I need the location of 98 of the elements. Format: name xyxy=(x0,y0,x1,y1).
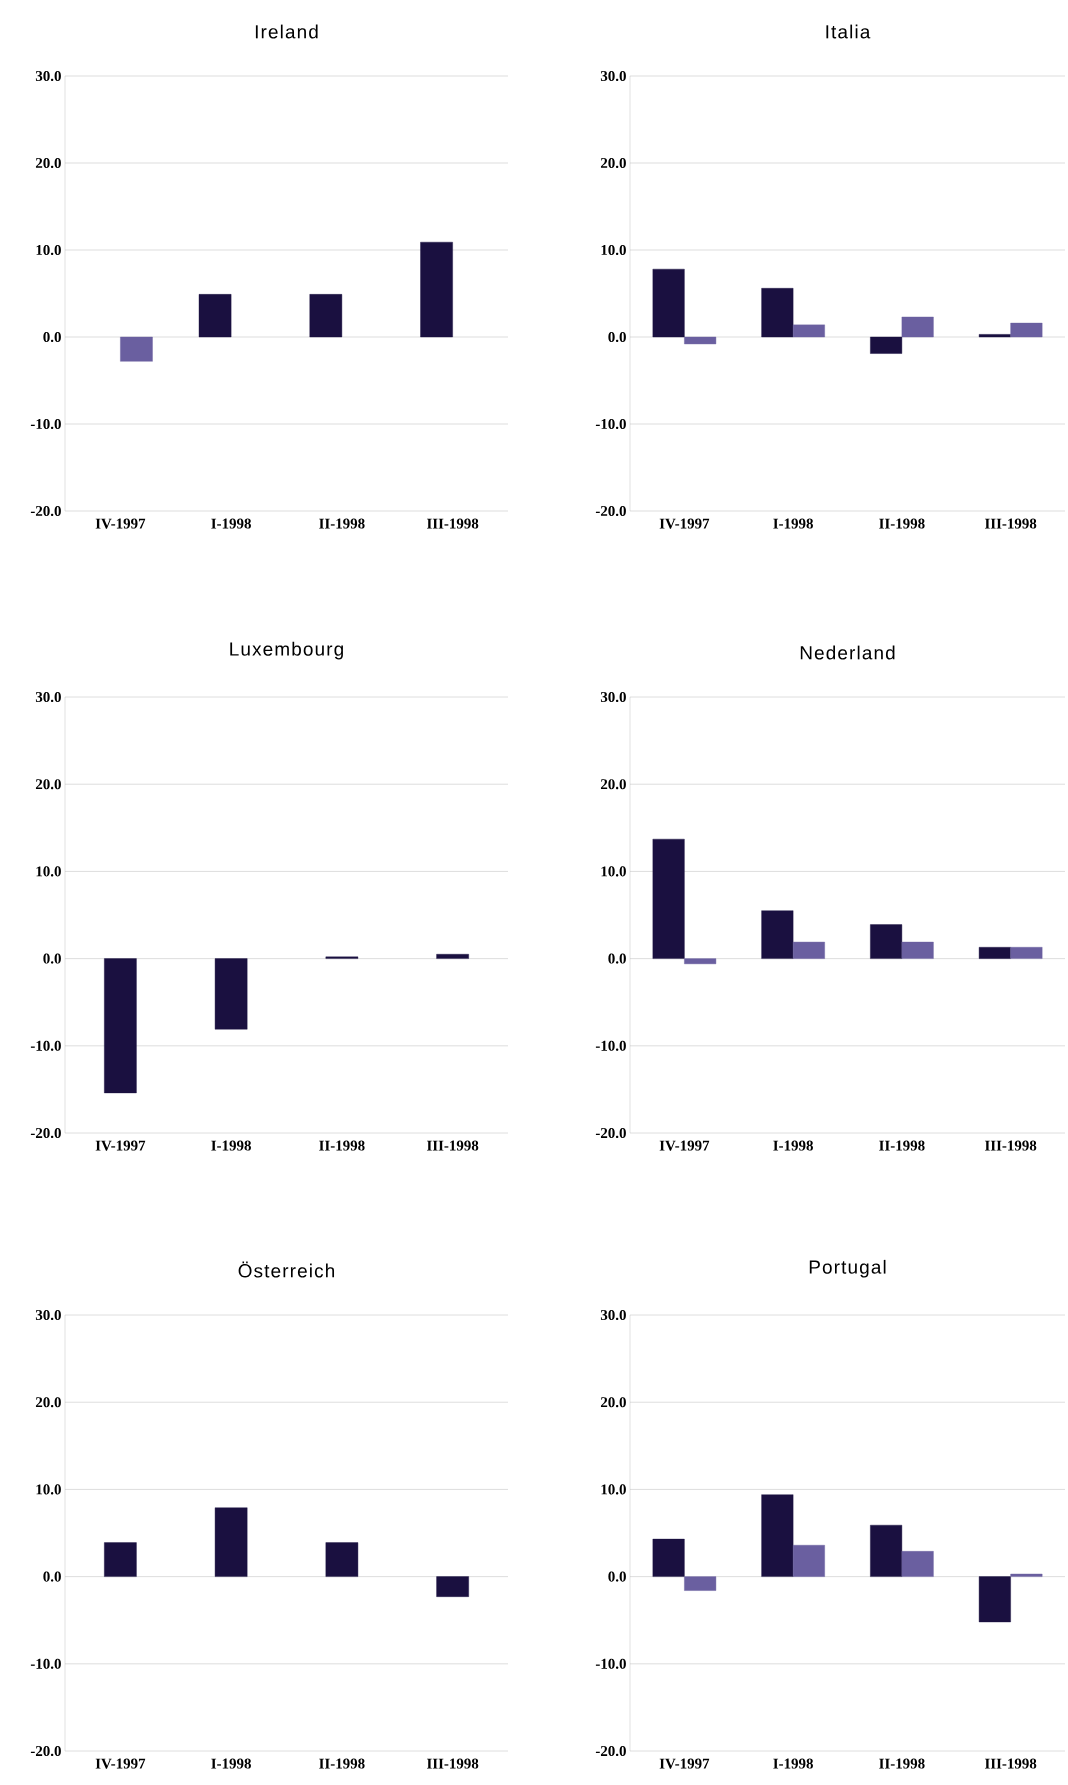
x-tick-label: I-1998 xyxy=(211,518,251,529)
y-tick-label: 30.0 xyxy=(600,70,626,82)
y-tick-label: 20.0 xyxy=(600,779,626,790)
y-tick-label: -10.0 xyxy=(30,1040,61,1051)
y-tick-label: -10.0 xyxy=(30,1658,61,1669)
bar xyxy=(901,316,934,338)
y-tick-label: 0.0 xyxy=(43,331,61,343)
bar xyxy=(684,1576,717,1591)
y-tick-label: 30.0 xyxy=(600,1309,626,1321)
chart-title: Luxembourg xyxy=(230,641,343,660)
y-tick-label: 20.0 xyxy=(600,157,626,169)
y-tick-label: -20.0 xyxy=(595,505,626,517)
y-tick-label: 0.0 xyxy=(608,953,626,964)
y-tick-label: 20.0 xyxy=(35,1397,61,1408)
x-tick-label: I-1998 xyxy=(211,1140,251,1151)
x-tick-label: II-1998 xyxy=(319,1140,365,1151)
y-tick-label: -10.0 xyxy=(595,418,626,430)
chart-title: Portugal xyxy=(809,1259,886,1278)
chart-title: Nederland xyxy=(800,645,895,660)
y-tick-label: 0.0 xyxy=(608,331,626,343)
x-tick-label: IV-1997 xyxy=(659,1140,710,1151)
y-tick-label: 0.0 xyxy=(43,953,61,964)
x-tick-label: I-1998 xyxy=(773,1758,813,1769)
y-tick-label: 30.0 xyxy=(35,70,61,82)
x-tick-label: III-1998 xyxy=(984,518,1037,529)
y-tick-label: 30.0 xyxy=(35,691,61,703)
y-tick-label: 20.0 xyxy=(35,779,61,790)
bar xyxy=(870,336,903,354)
bar xyxy=(870,924,903,959)
y-tick-label: -10.0 xyxy=(595,1658,626,1669)
bar xyxy=(436,1576,469,1597)
chart-title: Österreich xyxy=(238,1261,335,1278)
y-tick-label: -20.0 xyxy=(30,1745,61,1757)
x-tick-label: III-1998 xyxy=(426,518,479,529)
bar xyxy=(792,941,825,959)
bar xyxy=(652,838,685,959)
x-tick-label: I-1998 xyxy=(773,518,813,529)
y-tick-label: -20.0 xyxy=(30,505,61,517)
y-tick-label: -20.0 xyxy=(595,1127,626,1139)
x-tick-label: IV-1997 xyxy=(95,1140,146,1151)
x-tick-label: I-1998 xyxy=(773,1140,813,1151)
y-tick-label: 10.0 xyxy=(601,1484,626,1495)
bar xyxy=(420,241,453,338)
x-tick-label: I-1998 xyxy=(211,1758,251,1769)
bar xyxy=(120,336,153,362)
bar xyxy=(214,1507,248,1577)
x-tick-label: III-1998 xyxy=(984,1140,1037,1151)
x-tick-label: II-1998 xyxy=(879,1758,925,1769)
y-tick-label: -20.0 xyxy=(30,1127,61,1139)
bar xyxy=(1010,322,1043,338)
bar xyxy=(652,268,685,338)
bar xyxy=(792,324,825,338)
x-tick-label: II-1998 xyxy=(879,1140,925,1151)
bar xyxy=(1010,947,1043,959)
y-tick-label: 10.0 xyxy=(36,244,61,256)
bar xyxy=(761,910,794,959)
x-tick-label: II-1998 xyxy=(319,518,365,529)
y-tick-label: 10.0 xyxy=(601,866,626,877)
y-tick-label: 10.0 xyxy=(36,1484,61,1495)
x-tick-label: IV-1997 xyxy=(95,1758,146,1769)
y-tick-label: -10.0 xyxy=(595,1040,626,1051)
y-tick-label: 0.0 xyxy=(43,1571,61,1582)
bar xyxy=(870,1524,903,1577)
x-tick-label: II-1998 xyxy=(879,518,925,529)
bar xyxy=(104,1542,137,1577)
bar xyxy=(684,336,717,345)
bar xyxy=(792,1545,825,1577)
bar xyxy=(761,1494,794,1577)
x-tick-label: IV-1997 xyxy=(95,518,146,529)
x-tick-label: IV-1997 xyxy=(659,518,710,529)
y-tick-label: 0.0 xyxy=(608,1571,626,1582)
x-tick-label: III-1998 xyxy=(426,1140,479,1151)
y-tick-label: 20.0 xyxy=(600,1397,626,1408)
chart-title: Italia xyxy=(826,24,871,39)
bar xyxy=(309,294,343,338)
x-tick-label: III-1998 xyxy=(984,1758,1037,1769)
bar xyxy=(901,1551,934,1577)
y-tick-label: 20.0 xyxy=(35,157,61,169)
bar xyxy=(761,288,794,338)
y-tick-label: 10.0 xyxy=(601,244,626,256)
bar xyxy=(325,1542,359,1577)
bar xyxy=(1010,1573,1043,1577)
bar xyxy=(198,294,232,338)
y-tick-label: -10.0 xyxy=(30,418,61,430)
bar xyxy=(978,334,1011,338)
bar xyxy=(652,1538,685,1577)
x-tick-label: II-1998 xyxy=(319,1758,365,1769)
bar xyxy=(684,958,717,965)
y-tick-label: -20.0 xyxy=(595,1745,626,1757)
y-tick-label: 30.0 xyxy=(600,691,626,703)
y-tick-label: 30.0 xyxy=(35,1309,61,1321)
chart-title: Ireland xyxy=(255,24,318,39)
y-tick-label: 10.0 xyxy=(36,866,61,877)
x-tick-label: IV-1997 xyxy=(659,1758,710,1769)
bar xyxy=(901,941,934,959)
x-tick-label: III-1998 xyxy=(426,1758,479,1769)
bar xyxy=(978,947,1011,959)
bar xyxy=(978,1576,1011,1623)
